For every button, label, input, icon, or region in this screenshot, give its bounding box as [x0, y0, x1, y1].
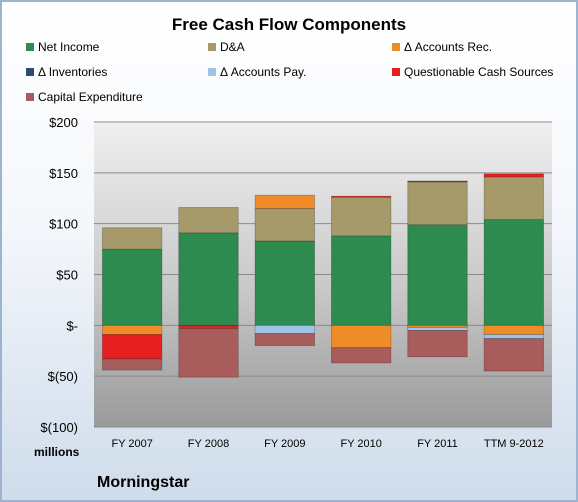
y-tick-label: $50 [56, 268, 78, 283]
legend-swatch [392, 68, 400, 76]
chart-title: Free Cash Flow Components [171, 15, 407, 34]
bar-segment [178, 327, 239, 378]
bar-segment [483, 219, 545, 326]
bar-segment [483, 324, 545, 335]
legend-label: Δ Accounts Rec. [404, 40, 493, 54]
x-tick-label: TTM 9-2012 [484, 438, 544, 450]
bar-segment [330, 235, 392, 326]
y-tick-label: $200 [49, 115, 78, 130]
x-tick-label: FY 2009 [264, 438, 305, 450]
bar-segment [483, 334, 545, 339]
bar-segment [330, 196, 392, 237]
bar-segment [483, 338, 545, 372]
bar-segment [483, 173, 545, 178]
bar-segment [101, 248, 163, 326]
legend-swatch [392, 43, 400, 51]
bar-segment [254, 194, 316, 209]
legend-label: Δ Inventories [38, 65, 108, 79]
legend-item: Capital Expenditure [26, 90, 143, 104]
legend-label: Questionable Cash Sources [404, 65, 554, 79]
bar-segment [407, 330, 468, 358]
y-tick-label: $(100) [40, 420, 78, 435]
bar-segment [178, 324, 239, 329]
legend-label: Capital Expenditure [38, 90, 143, 104]
bar-segment [254, 324, 316, 334]
source-label: Morningstar [97, 474, 190, 491]
bar-segment [483, 176, 545, 220]
legend-label: Δ Accounts Pay. [220, 65, 307, 79]
bar-segment [330, 347, 392, 364]
bar-segment [178, 206, 239, 234]
bar-segment [407, 224, 468, 326]
x-tick-label: FY 2007 [111, 438, 152, 450]
legend-item: Δ Accounts Rec. [392, 40, 492, 54]
bar-segment [254, 333, 316, 347]
bar-segment [101, 324, 163, 335]
y-tick-label: $150 [49, 166, 78, 181]
legend-label: D&A [220, 40, 245, 54]
legend-label: Net Income [38, 40, 100, 54]
bar-segment [407, 180, 468, 183]
bar-segment [178, 232, 239, 326]
x-tick-label: FY 2010 [340, 438, 381, 450]
legend-item: Questionable Cash Sources [392, 65, 553, 79]
legend-swatch [208, 68, 216, 76]
y-tick-label: $- [66, 318, 78, 333]
bar-segment [254, 208, 316, 242]
legend-item: Δ Inventories [26, 65, 107, 79]
bar-segment [254, 240, 316, 326]
bar-segment [330, 195, 392, 198]
x-tick-label: FY 2008 [188, 438, 229, 450]
legend-swatch [26, 93, 34, 101]
bar-segment [101, 227, 163, 250]
legend-item: D&A [208, 40, 245, 54]
bar-segment [101, 334, 163, 360]
legend-swatch [208, 43, 216, 51]
bar-segment [407, 181, 468, 226]
legend-swatch [26, 43, 34, 51]
bar-segment [101, 358, 163, 371]
legend-item: Net Income [26, 40, 99, 54]
bar-segment [407, 326, 468, 331]
y-tick-label: $(50) [48, 369, 78, 384]
unit-label: millions [34, 445, 80, 459]
legend-item: Δ Accounts Pay. [208, 65, 307, 79]
y-tick-label: $100 [49, 217, 78, 232]
legend-swatch [26, 68, 34, 76]
x-tick-label: FY 2011 [417, 438, 458, 450]
bar-segment [330, 324, 392, 349]
